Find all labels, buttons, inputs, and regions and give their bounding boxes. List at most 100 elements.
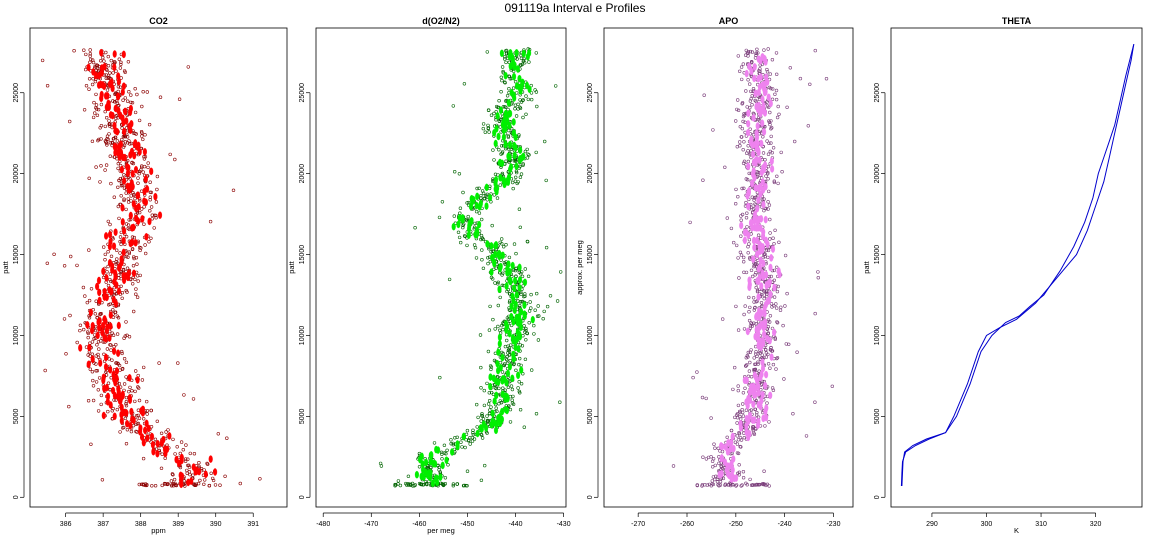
data-point — [751, 483, 755, 487]
data-point — [147, 240, 151, 244]
data-point — [126, 197, 131, 201]
data-point — [526, 274, 531, 278]
data-point — [148, 190, 153, 195]
data-point — [473, 246, 478, 250]
data-point — [111, 99, 115, 103]
data-point — [517, 380, 521, 384]
data-point — [741, 255, 746, 260]
data-point — [113, 91, 118, 95]
data-point-cluster — [129, 407, 134, 416]
data-point — [95, 369, 100, 373]
data-point — [129, 194, 133, 198]
data-point — [480, 413, 484, 418]
data-point — [109, 279, 113, 284]
data-point — [106, 219, 111, 224]
data-point — [486, 349, 491, 354]
y-tick-label: 0 — [874, 495, 881, 499]
data-point — [205, 461, 209, 466]
data-point-cluster — [769, 353, 774, 361]
data-point — [464, 483, 468, 488]
data-point — [157, 361, 161, 365]
data-point — [117, 57, 122, 61]
data-point — [168, 152, 172, 157]
data-point — [725, 435, 729, 439]
data-point — [748, 477, 752, 482]
data-point — [91, 76, 95, 81]
data-point — [730, 451, 734, 456]
data-point — [449, 438, 453, 442]
data-point — [471, 428, 475, 432]
data-point-cluster — [719, 454, 724, 463]
data-point-cluster — [131, 200, 136, 208]
data-point — [508, 407, 513, 412]
data-point — [486, 256, 490, 260]
data-point-cluster — [755, 122, 760, 130]
data-point — [487, 391, 491, 395]
data-point — [122, 173, 126, 177]
data-point — [485, 192, 489, 197]
data-point-cluster — [512, 63, 517, 71]
data-point — [118, 66, 123, 70]
data-point — [521, 162, 525, 166]
data-point — [743, 364, 748, 368]
panel-title: APO — [719, 16, 739, 26]
data-point-cluster — [762, 330, 767, 338]
data-point — [525, 156, 530, 160]
data-point-cluster — [124, 409, 129, 417]
data-point — [521, 98, 525, 102]
data-point — [529, 368, 534, 372]
data-point — [149, 205, 154, 209]
data-point — [485, 414, 489, 418]
data-point — [127, 335, 132, 339]
data-point — [523, 357, 528, 361]
data-point-cluster — [431, 459, 436, 468]
data-point — [68, 254, 73, 259]
data-point — [700, 395, 705, 400]
data-point — [119, 270, 124, 274]
data-point-cluster — [99, 64, 105, 72]
data-point — [511, 180, 515, 185]
data-point — [743, 304, 747, 308]
panel-1: CO2 386 387 388 389 390 391 ppm 0 5000 10000 15000 2… — [1, 16, 288, 535]
data-point — [93, 79, 98, 84]
x-tick-label: -430 — [557, 521, 571, 528]
data-point-cluster — [530, 315, 535, 324]
data-point-cluster — [496, 348, 501, 356]
theta-profile-line-1 — [901, 44, 1135, 487]
data-point-cluster — [513, 276, 518, 285]
data-point-cluster — [744, 69, 749, 78]
data-point — [108, 272, 113, 276]
data-point — [170, 472, 175, 476]
data-point — [739, 65, 744, 69]
data-point — [739, 77, 744, 82]
data-point — [129, 199, 133, 203]
data-point — [497, 148, 501, 152]
data-point-cluster — [760, 243, 765, 252]
data-point — [155, 174, 160, 179]
data-point — [504, 105, 508, 110]
data-point — [458, 211, 462, 215]
data-point — [155, 419, 160, 423]
data-point — [133, 131, 137, 136]
data-point — [119, 62, 123, 67]
data-point — [758, 351, 762, 355]
data-point — [514, 114, 519, 118]
data-point-cluster — [760, 358, 765, 366]
data-point — [96, 409, 101, 413]
data-point — [103, 124, 108, 129]
data-point-cluster — [489, 242, 494, 250]
data-point — [764, 290, 769, 294]
data-point — [188, 451, 193, 456]
data-point — [475, 186, 479, 191]
data-point — [749, 321, 753, 325]
data-point — [463, 234, 467, 238]
data-point — [111, 71, 115, 75]
data-point — [479, 365, 483, 370]
data-point — [735, 442, 740, 446]
data-point — [124, 235, 129, 239]
data-point — [92, 111, 97, 115]
y-axis-label: patt — [1, 260, 10, 273]
data-point — [503, 55, 507, 59]
data-point — [45, 83, 50, 88]
data-point — [202, 482, 206, 486]
